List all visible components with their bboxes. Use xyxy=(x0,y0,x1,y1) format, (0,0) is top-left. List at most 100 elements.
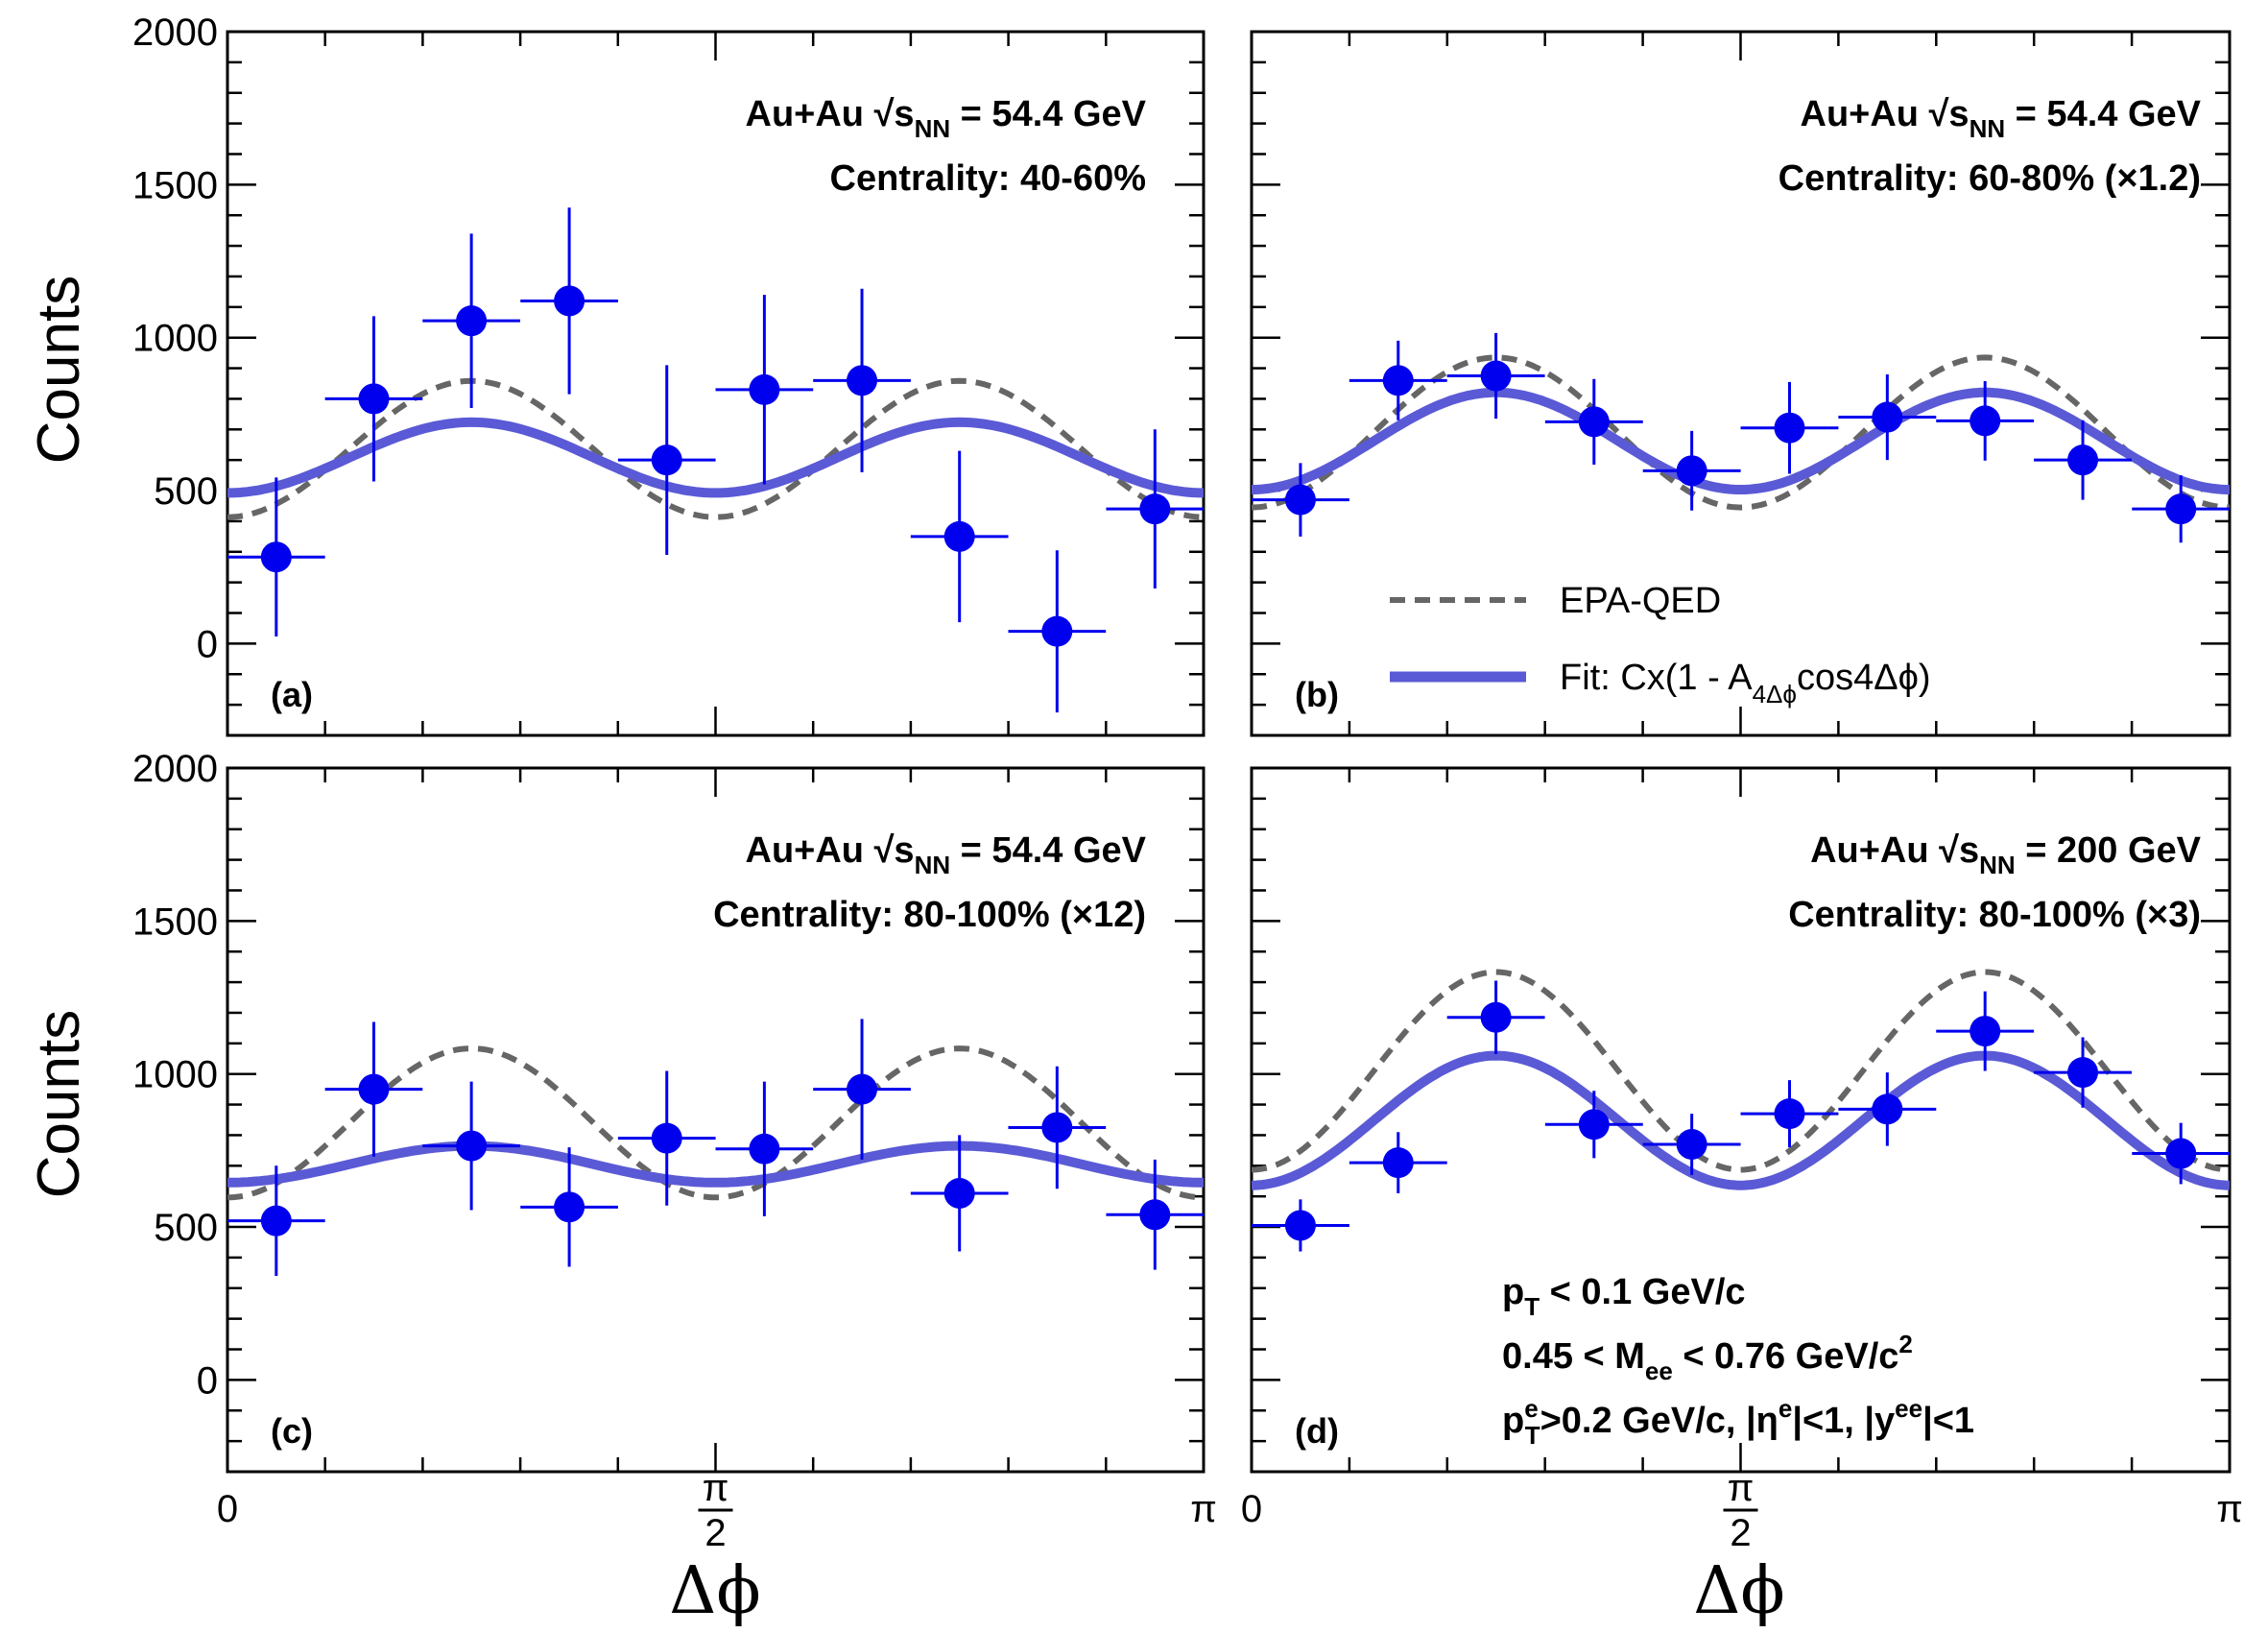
sqrt-s-text: √s xyxy=(1929,94,1970,134)
y-tick-label: 500 xyxy=(154,1207,218,1249)
panel-label: (d) xyxy=(1295,1411,1339,1451)
nn-subscript: NN xyxy=(915,851,951,879)
data-point xyxy=(1480,1001,1512,1033)
data-point xyxy=(2067,1057,2099,1089)
y-tick-label: 0 xyxy=(197,1359,218,1402)
cut-electron: pe T>0.2 GeV/c, |ηe|<1, |yee|<1 xyxy=(1502,1394,1974,1450)
cuts-annotation: pT < 0.1 GeV/c 0.45 < Mee < 0.76 GeV/c2 … xyxy=(1502,1272,1974,1450)
energy-text: = 200 GeV xyxy=(2016,830,2202,871)
data-point xyxy=(1139,493,1171,525)
data-point xyxy=(1774,412,1805,444)
y-tick-label: 500 xyxy=(154,470,218,513)
epa-qed-curve xyxy=(227,1045,1205,1201)
data-point xyxy=(1578,1109,1610,1141)
data-point xyxy=(1872,401,1903,433)
y-tick-label: 1000 xyxy=(132,1054,218,1096)
epa-qed-curve xyxy=(1251,969,2231,1173)
energy-text: = 54.4 GeV xyxy=(2005,94,2202,134)
y-tick-label: 1000 xyxy=(132,318,218,360)
x-tick-label-halfpi-den: 2 xyxy=(704,1512,726,1554)
collision-system-label: Au+Au √sNN = 200 GeV xyxy=(1810,830,2202,879)
data-point xyxy=(260,1205,292,1237)
fit-curve xyxy=(1252,387,2230,494)
data-point xyxy=(1284,484,1316,516)
collision-system-label: Au+Au √sNN = 54.4 GeV xyxy=(1801,94,2202,143)
data-point xyxy=(1139,1199,1171,1231)
data-point xyxy=(749,373,780,405)
x-tick-label-halfpi-den: 2 xyxy=(1730,1512,1751,1554)
x-tick-label-zero: 0 xyxy=(217,1488,238,1530)
x-axis-label-left: Δϕ xyxy=(669,1553,760,1628)
sqrt-s-text: √s xyxy=(874,830,915,871)
data-point xyxy=(1382,365,1414,396)
panel-label: (b) xyxy=(1295,675,1339,714)
x-tick-label-pi: π xyxy=(1190,1488,1217,1530)
legend-epa-label: EPA-QED xyxy=(1560,581,1721,621)
x-tick-label-halfpi-num: π xyxy=(703,1467,729,1509)
system-text: Au+Au xyxy=(1801,94,1929,134)
system-text: Au+Au xyxy=(746,94,874,134)
data-point xyxy=(358,383,390,415)
data-point xyxy=(943,520,975,552)
data-point xyxy=(1676,455,1707,487)
sqrt-s-text: √s xyxy=(1939,830,1979,871)
data-point xyxy=(1041,615,1073,647)
data-point xyxy=(1284,1210,1316,1241)
data-point xyxy=(749,1133,780,1165)
y-tick-label: 1500 xyxy=(132,901,218,943)
data-point xyxy=(1382,1147,1414,1179)
y-tick-label: 1500 xyxy=(132,164,218,206)
data-point xyxy=(1676,1128,1707,1160)
cut-mass: 0.45 < Mee < 0.76 GeV/c2 xyxy=(1502,1330,1913,1385)
data-point xyxy=(1041,1112,1073,1143)
data-point xyxy=(1774,1098,1805,1130)
data-point xyxy=(358,1073,390,1105)
x-tick-label-zero: 0 xyxy=(1241,1488,1262,1530)
centrality-label: Centrality: 80-100% (×12) xyxy=(713,895,1146,935)
data-point xyxy=(847,365,878,396)
y-tick-label: 2000 xyxy=(132,12,218,54)
legend: EPA-QED Fit: Cx(1 - A4Δϕcos4Δϕ) xyxy=(1390,581,1931,708)
fit-curve xyxy=(227,417,1204,498)
data-point xyxy=(1970,405,2001,437)
panel-label: (c) xyxy=(271,1411,313,1451)
panel-0: 0 500 1000 1500 2000 Au+Au √sNN = 54.4 GeV Cen… xyxy=(132,12,1206,737)
data-point xyxy=(554,285,585,317)
centrality-label: Centrality: 40-60% xyxy=(830,158,1146,199)
data-point xyxy=(2067,444,2099,476)
data-point xyxy=(1970,1016,2001,1047)
fit-curve xyxy=(227,1141,1204,1188)
data-point xyxy=(2165,1138,2197,1169)
fit-curve xyxy=(1251,1050,2231,1190)
energy-text: = 54.4 GeV xyxy=(950,830,1147,871)
data-point xyxy=(651,1122,682,1154)
epa-qed-curve xyxy=(1251,354,2231,511)
data-point xyxy=(1480,360,1512,392)
data-point xyxy=(260,541,292,573)
nn-subscript: NN xyxy=(915,114,951,143)
y-axis-label-top: Counts xyxy=(26,276,92,464)
y-tick-label: 0 xyxy=(197,623,218,665)
legend-fit-label: Fit: Cx(1 - A4Δϕcos4Δϕ) xyxy=(1560,658,1931,708)
system-text: Au+Au xyxy=(1810,830,1939,871)
x-axis-label-right: Δϕ xyxy=(1693,1553,1784,1628)
nn-subscript: NN xyxy=(1979,851,2016,879)
data-point xyxy=(1872,1093,1903,1125)
data-point xyxy=(2165,493,2197,525)
y-tick-label: 2000 xyxy=(132,748,218,790)
energy-text: = 54.4 GeV xyxy=(950,94,1147,134)
system-text: Au+Au xyxy=(746,830,874,871)
x-tick-label-pi: π xyxy=(2216,1488,2243,1530)
data-point xyxy=(651,444,682,476)
data-point xyxy=(943,1177,975,1209)
data-point xyxy=(1578,406,1610,438)
nn-subscript: NN xyxy=(1970,114,2006,143)
collision-system-label: Au+Au √sNN = 54.4 GeV xyxy=(746,94,1147,143)
centrality-label: Centrality: 60-80% (×1.2) xyxy=(1779,158,2201,199)
y-axis-label-bottom: Counts xyxy=(26,1010,92,1198)
cut-pt: pT < 0.1 GeV/c xyxy=(1502,1272,1746,1321)
